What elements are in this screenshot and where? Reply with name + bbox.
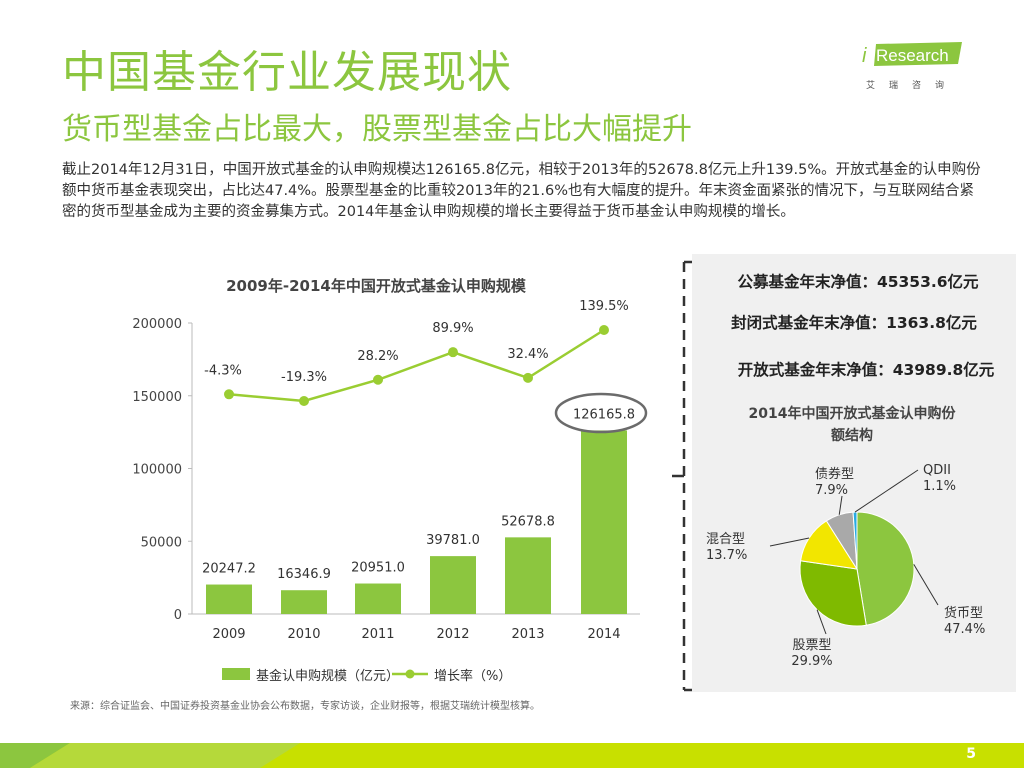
logo-subtext: 艾瑞咨询 [866,81,959,91]
pie-slice-label: 混合型 [706,532,745,547]
bar-value-label: 20951.0 [351,561,405,576]
y-axis: 0 50000 100000 150000 200000 [132,317,192,623]
bar [281,590,327,614]
footer-accent-1 [0,743,70,768]
growth-points-group [224,325,609,406]
panel-line-2: 封闭式基金年末净值：1363.8亿元 [731,313,977,332]
x-tick-label: 2013 [511,627,544,642]
growth-value-label: -4.3% [204,363,242,378]
y-tick-label: 200000 [132,317,182,332]
pie-slice-pct: 13.7% [706,548,747,563]
y-tick-label: 50000 [141,535,182,550]
y-tick-label: 150000 [132,390,182,405]
growth-labels-group: -4.3% -19.3% 28.2% 89.9% 32.4% 139.5% [204,299,629,385]
y-tick-label: 0 [174,608,182,623]
growth-rate-line [228,328,605,403]
bar-value-label: 52678.8 [501,514,555,529]
bar [505,537,551,614]
bar-value-label: 126165.8 [573,407,635,422]
growth-value-label: -19.3% [281,370,327,385]
logo-i: i [862,45,867,67]
y-tick-label: 100000 [132,463,182,478]
growth-point [523,372,533,383]
pie-leader-line [854,469,919,513]
bar-value-label: 39781.0 [426,533,480,548]
pie-title-line-1: 2014年中国开放式基金认申购份 [749,405,957,422]
pie-leader-line [816,609,827,635]
x-tick-label: 2014 [587,627,620,642]
footer-bar [0,743,1024,768]
growth-value-label: 89.9% [432,321,473,336]
pie-slice-pct: 47.4% [944,622,985,637]
growth-point [373,374,383,385]
bar [430,556,476,614]
legend-line-label: 增长率（%） [434,668,511,684]
pie-slice-pct: 1.1% [923,479,956,494]
pie-slice-label: 货币型 [944,605,983,621]
growth-value-label: 32.4% [507,347,548,362]
pie-chart [799,511,915,627]
x-tick-label: 2010 [287,627,320,642]
bar-labels-group: 20247.2 16346.9 20951.0 39781.0 52678.8 12616… [202,407,635,582]
pie-slice-pct: 29.9% [791,654,832,669]
growth-point [224,389,234,400]
highlight-circle [554,392,648,434]
growth-value-label: 28.2% [357,349,398,364]
bar [355,583,401,614]
pie-leader-line [913,564,939,606]
pie-slice [856,511,915,626]
x-tick-label: 2009 [212,627,245,642]
panel-line-1: 公募基金年末净值：45353.6亿元 [737,272,979,291]
pie-slice-label: 股票型 [792,638,831,653]
logo-brand-text: Research [876,46,949,65]
legend-bar-label: 基金认申购规模（亿元） [256,668,399,684]
pie-leader-line [838,495,843,515]
pie-title-line-2: 额结构 [831,427,873,444]
iresearch-logo: i Research [862,42,962,67]
logo-banner-icon [874,42,962,66]
intro-paragraph: 截止2014年12月31日，中国开放式基金的认申购规模达126165.8亿元，相… [62,162,981,220]
source-note: 来源：综合证监会、中国证券投资基金业协会公布数据，专家访谈，企业财报等，根据艾瑞… [70,701,540,712]
bar [581,430,627,614]
x-labels-group: 2009 2010 2011 2012 2013 2014 [212,627,620,642]
page-subtitle: 货币型基金占比最大，股票型基金占比大幅提升 [62,112,692,147]
growth-point [448,347,458,358]
pie-leader-line [769,537,810,547]
bar-value-label: 20247.2 [202,562,256,577]
growth-point [599,325,609,335]
bars-group [206,430,627,614]
bar-value-label: 16346.9 [277,567,331,582]
pie-slice-label: QDII [923,463,951,478]
x-tick-label: 2012 [436,627,469,642]
growth-value-label: 139.5% [579,299,629,314]
panel-line-3: 开放式基金年末净值：43989.8亿元 [738,360,995,379]
legend-line-marker [405,669,415,679]
bar-chart-title: 2009年-2014年中国开放式基金认申购规模 [226,277,527,295]
page-number: 5 [966,746,976,762]
footer-accent-2 [30,743,300,768]
pie-slice-pct: 7.9% [815,483,848,498]
legend-bar-swatch [222,668,250,680]
pie-slice [799,560,867,627]
x-tick-label: 2011 [361,627,394,642]
bar [206,584,252,614]
page-title: 中国基金行业发展现状 [62,47,512,98]
growth-point [299,396,309,406]
pie-slice-label: 债券型 [815,466,854,482]
